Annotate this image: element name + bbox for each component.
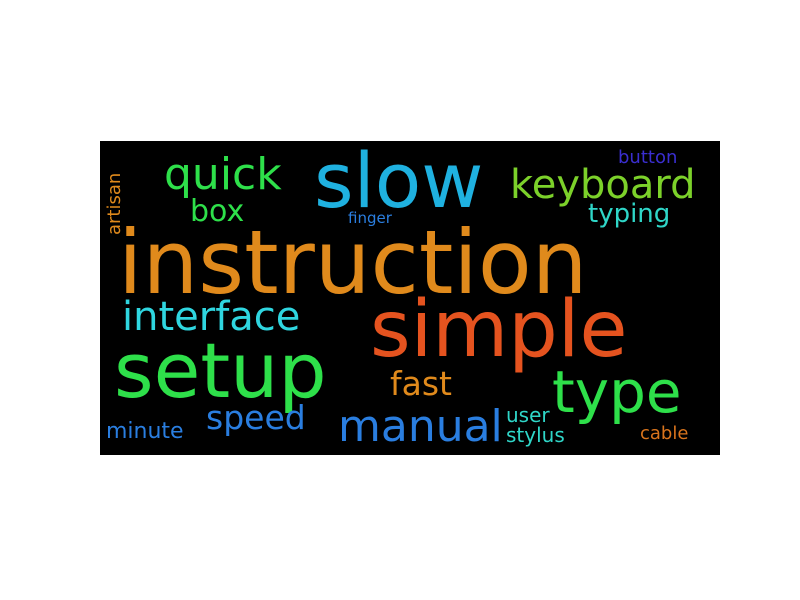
word-user: user	[506, 403, 550, 427]
word-slow: slow	[314, 141, 484, 225]
word-cloud: instruction simple slow setup type keybo…	[100, 141, 720, 455]
word-quick: quick	[164, 149, 282, 200]
word-simple: simple	[370, 285, 628, 375]
word-minute: minute	[106, 419, 184, 444]
word-instruction: instruction	[118, 211, 588, 314]
word-speed: speed	[206, 398, 306, 437]
word-fast: fast	[390, 364, 452, 403]
word-manual: manual	[338, 401, 503, 452]
word-box: box	[190, 194, 245, 229]
word-keyboard: keyboard	[510, 162, 696, 208]
word-finger: finger	[348, 209, 392, 227]
word-setup: setup	[114, 326, 327, 415]
word-artisan: artisan	[104, 172, 125, 235]
word-stylus: stylus	[506, 423, 565, 447]
word-interface: interface	[122, 294, 301, 340]
word-type: type	[552, 358, 682, 426]
word-button: button	[618, 147, 678, 168]
word-cable: cable	[640, 423, 689, 444]
word-typing: typing	[588, 199, 671, 229]
